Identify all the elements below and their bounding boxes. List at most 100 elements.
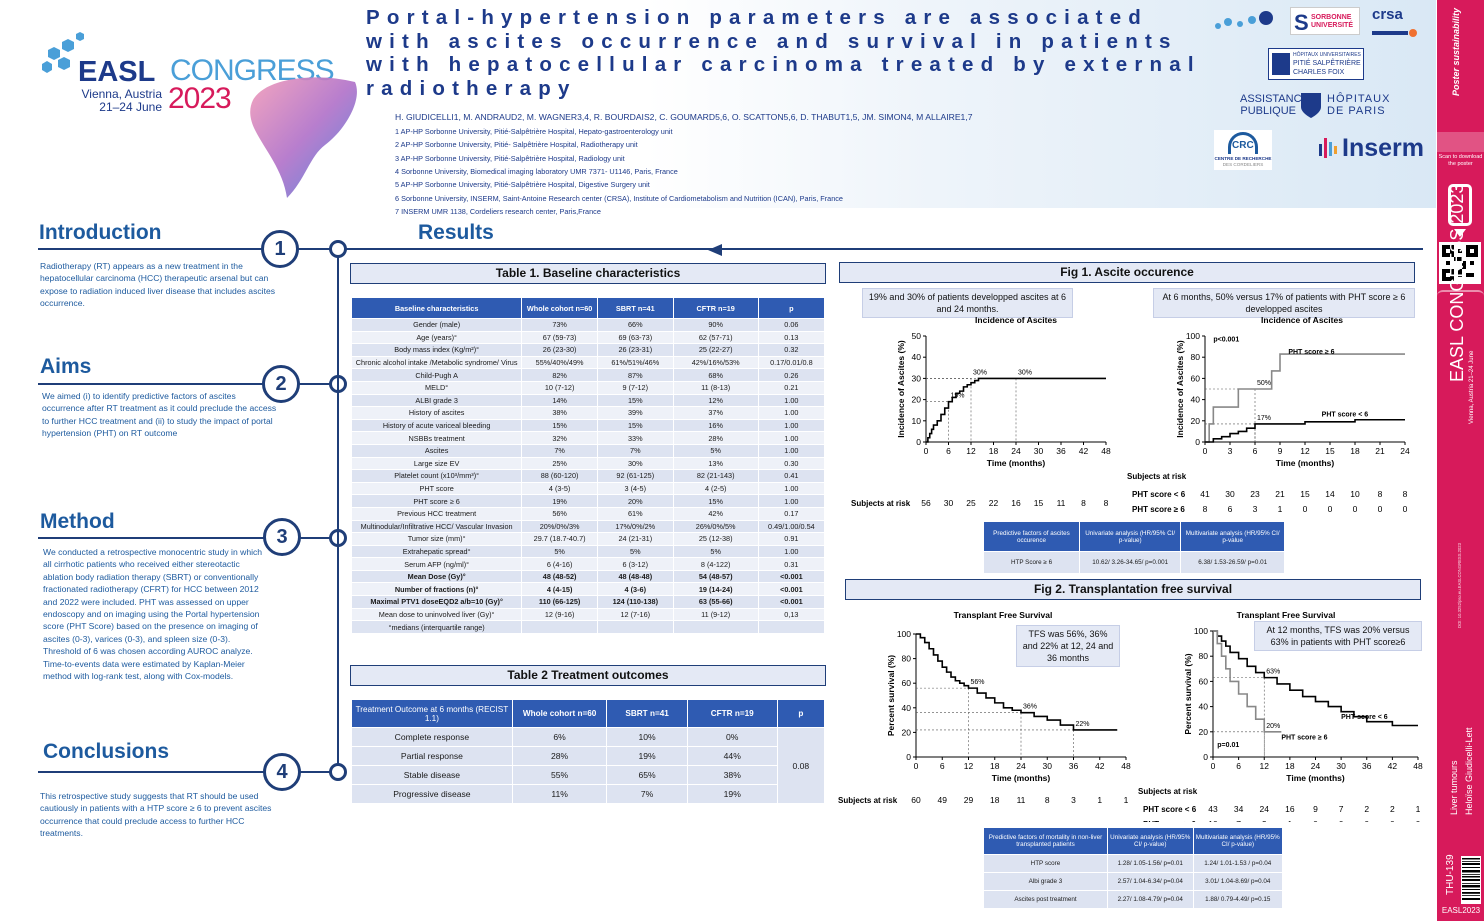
section-divider: [38, 383, 338, 385]
y-axis-label: Incidence of Ascites (%): [1175, 340, 1185, 438]
table-cell: Mean Dose (Gy)°: [350, 569, 523, 584]
at-risk-value: 2: [1390, 804, 1395, 814]
x-tick-label: 30: [1336, 761, 1346, 771]
x-tick-label: 48: [1121, 761, 1131, 771]
table-cell: Mean dose to uninvolved liver (Gy)°: [350, 607, 523, 622]
table-row: Platelet count (x10³/mm³)° 88 (60-120) 92 …: [350, 469, 826, 483]
at-risk-value: 14: [1325, 489, 1335, 499]
table-cell: 7%: [606, 784, 688, 804]
at-risk-value: 30: [944, 498, 954, 508]
scan-text: Scan to download the poster: [1438, 154, 1483, 167]
at-risk-value: 49: [938, 795, 948, 805]
table-row: NSBBs treatment 32% 33% 28% 1.00: [350, 431, 826, 445]
at-risk-value: 11: [1057, 498, 1066, 508]
table-header-cell: Whole cohort n=60: [511, 699, 608, 728]
at-risk-value: 15: [1300, 489, 1310, 499]
y-tick-label: 0: [916, 437, 921, 447]
method-title: Method: [40, 510, 115, 533]
series-line: [916, 633, 1118, 731]
y-tick-label: 50: [912, 331, 922, 341]
y-tick-label: 0: [906, 752, 911, 762]
table-cell: 25 (12-38): [672, 532, 759, 546]
x-tick-label: 12: [964, 761, 974, 771]
table-header-cell: Multivariate analysis (HR/95% CI/ p-valu…: [1180, 521, 1285, 552]
at-risk-value: 22: [989, 498, 999, 508]
y-tick-label: 100: [1186, 331, 1200, 341]
table-cell: 42%: [672, 506, 759, 521]
table-cell: 10%: [606, 727, 688, 747]
table-cell: 33%: [596, 431, 674, 445]
table-cell: 16%: [672, 418, 759, 433]
table-cell: 48 (48-48): [596, 569, 674, 584]
crsa-bar-icon: [1372, 24, 1418, 37]
y-tick-label: 80: [902, 654, 912, 664]
section-number-badge: 3: [263, 518, 301, 556]
x-tick-label: 36: [1056, 446, 1066, 456]
at-risk-title: Subjects at risk: [1138, 787, 1198, 796]
x-tick-label: 30: [1043, 761, 1053, 771]
table-row: Albi grade 3 2.57/ 1.04-6.34/ p=0.04 3.01/…: [983, 872, 1284, 891]
table-cell: 20%/0%/3%: [521, 519, 598, 534]
table-header-cell: p: [757, 297, 826, 319]
table-cell: ALBI grade 3: [350, 393, 523, 408]
data-label: 19%: [951, 393, 965, 400]
at-risk-value: 30: [1225, 489, 1235, 499]
at-risk-value: 1: [1288, 819, 1293, 822]
y-tick-label: 20: [1199, 727, 1209, 737]
crsa-logo: crsa: [1372, 6, 1403, 23]
table-cell: Previous HCC treatment: [350, 506, 523, 521]
data-label: 36%: [1023, 704, 1037, 711]
qr-code[interactable]: [1439, 242, 1481, 284]
table-cell: 28%: [511, 746, 608, 766]
table-cell: 19 (14-24): [672, 582, 759, 597]
at-risk-value: 24: [1260, 804, 1270, 814]
partner-logo-icon: [1210, 8, 1278, 34]
table-cell: 10 (7-12): [521, 380, 598, 395]
x-tick-label: 6: [1253, 446, 1258, 456]
x-tick-label: 0: [1211, 761, 1216, 771]
results-divider: [346, 248, 1423, 250]
x-tick-label: 48: [1101, 446, 1111, 456]
at-risk-value: 29: [964, 795, 974, 805]
table-cell: 19%: [521, 494, 598, 508]
table-cell: 90%: [672, 318, 759, 332]
table-cell: 1.00: [757, 406, 826, 420]
y-tick-label: 20: [902, 727, 912, 737]
x-tick-label: 42: [1079, 446, 1089, 456]
table-cell: 62 (57-71): [672, 330, 759, 345]
table-cell: 6.38/ 1.53-26.59/ p=0.01: [1180, 551, 1285, 574]
results-title: Results: [418, 221, 494, 244]
y-tick-label: 0: [1203, 752, 1208, 762]
table-header-cell: Predictive factors of ascites occurence: [982, 521, 1081, 552]
at-risk-value: 7: [1236, 819, 1241, 822]
congress-year: 2023: [168, 82, 232, 115]
data-label: 30%: [973, 369, 987, 376]
x-tick-label: 12: [1300, 446, 1310, 456]
at-risk-value: 0: [1339, 819, 1344, 822]
table-row: Mean dose to uninvolved liver (Gy)° 12 (9…: [350, 607, 826, 622]
y-tick-label: 20: [1191, 416, 1201, 426]
table-cell: 61%: [596, 506, 674, 521]
x-tick-label: 24: [1311, 761, 1321, 771]
introduction-text: Radiotherapy (RT) appears as a new treat…: [40, 261, 276, 309]
x-tick-label: 18: [1350, 446, 1360, 456]
table-cell: 73%: [521, 318, 598, 332]
chart-title: Incidence of Ascites: [1261, 315, 1343, 325]
table-cell: 56%: [521, 506, 598, 521]
table-cell: Platelet count (x10³/mm³)°: [350, 469, 523, 483]
table-cell: 20%: [596, 494, 674, 508]
y-tick-label: 80: [1199, 651, 1209, 661]
y-tick-label: 40: [1191, 395, 1201, 405]
at-risk-value: 21: [1275, 489, 1285, 499]
table-row: Tumor size (mm)° 29.7 (18.7-40.7) 24 (21-3…: [350, 532, 826, 546]
barcode-icon: [1461, 856, 1481, 904]
data-label: 30%: [1018, 369, 1032, 376]
arrow-left-icon: [708, 244, 722, 256]
table-cell: 7%: [521, 443, 598, 458]
table-header-cell: SBRT n=41: [606, 699, 688, 728]
phone-icon: [1448, 184, 1472, 226]
hospital-icon: [1272, 53, 1290, 75]
data-label: 56%: [971, 679, 985, 686]
